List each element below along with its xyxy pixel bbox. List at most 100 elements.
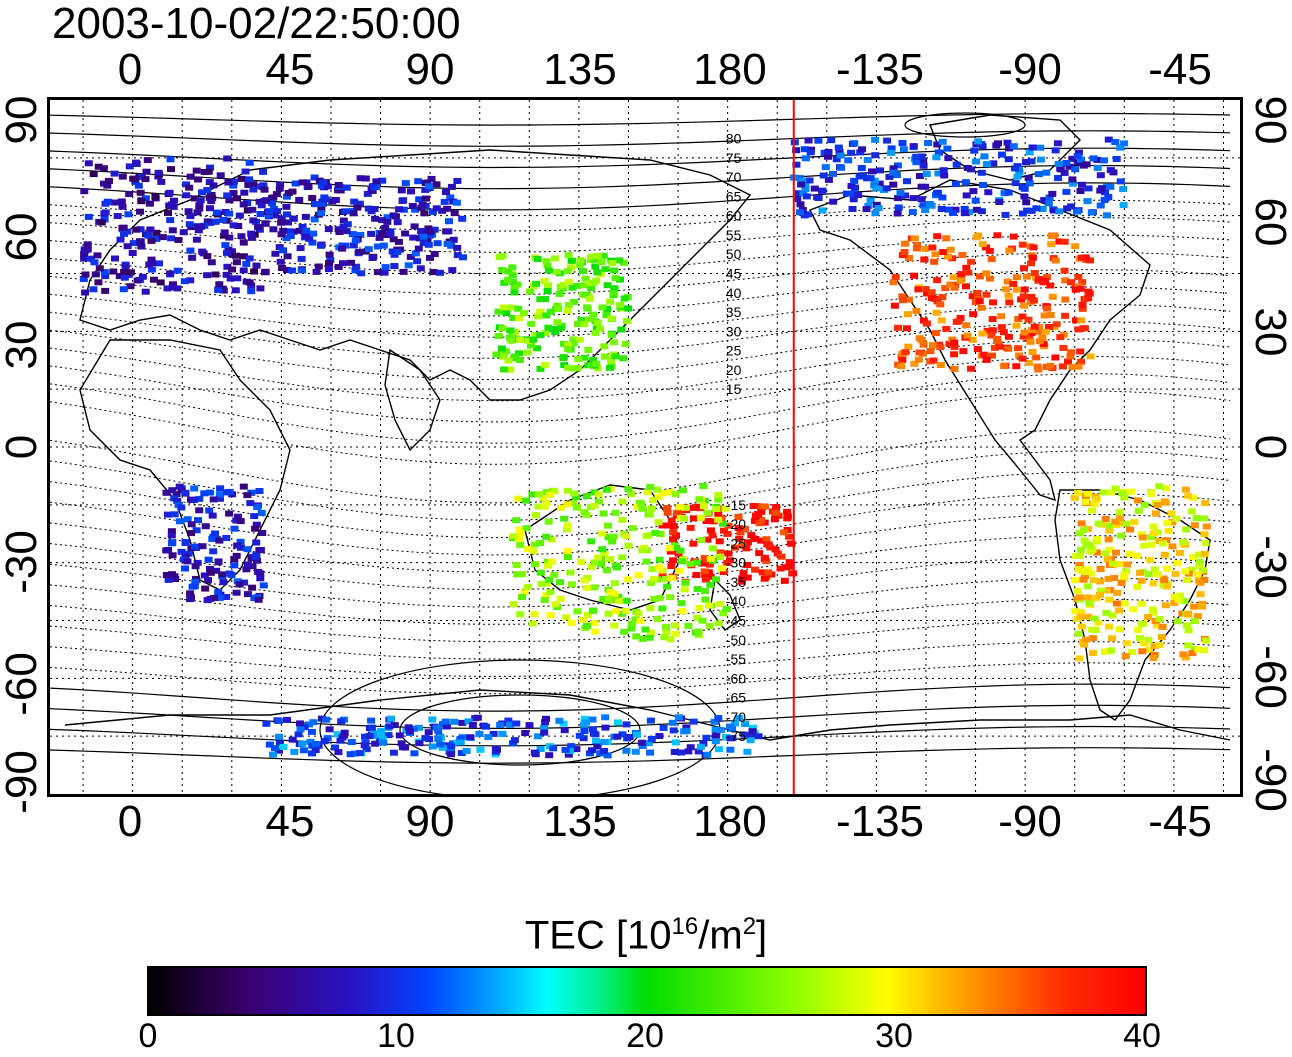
tec-sample <box>1116 178 1125 185</box>
tec-sample <box>983 327 992 334</box>
tec-sample <box>510 737 519 744</box>
lat-tick-right: -90 <box>1246 748 1292 812</box>
tec-sample <box>1058 363 1067 370</box>
tec-sample <box>613 733 622 740</box>
tec-sample <box>972 206 981 213</box>
tec-sample <box>201 523 210 530</box>
tec-sample <box>995 343 1004 350</box>
tec-sample <box>452 199 461 206</box>
tec-sample <box>540 503 549 510</box>
tec-sample <box>446 194 455 201</box>
tec-sample <box>137 243 146 250</box>
lat-tick-left: -30 <box>0 530 46 594</box>
tec-sample <box>364 205 373 212</box>
tec-sample <box>207 192 216 198</box>
tec-sample <box>1167 510 1176 517</box>
tec-sample <box>459 254 467 261</box>
tec-sample <box>493 746 501 753</box>
tec-sample <box>854 192 863 199</box>
lon-tick-top: -90 <box>998 45 1062 94</box>
tec-sample <box>899 297 907 304</box>
tec-sample <box>967 365 976 372</box>
tec-sample <box>542 258 551 265</box>
tec-sample <box>724 522 733 529</box>
tec-sample <box>1137 600 1146 607</box>
lat-tick-left: 0 <box>0 434 46 460</box>
tec-sample <box>997 313 1006 320</box>
tec-sample <box>201 585 210 592</box>
tec-sample <box>634 572 643 579</box>
tec-sample <box>111 255 119 262</box>
tec-sample <box>588 716 597 723</box>
tec-sample <box>928 244 937 251</box>
tec-sample <box>994 140 1002 147</box>
tec-sample <box>819 172 828 179</box>
tec-sample <box>1004 292 1013 299</box>
tec-sample <box>377 731 386 738</box>
tec-sample <box>242 260 251 267</box>
geomagnetic-contour <box>49 683 1231 712</box>
tec-sample <box>1120 600 1129 607</box>
tec-sample <box>1077 567 1086 574</box>
tec-sample <box>427 175 436 182</box>
tec-sample <box>505 334 514 341</box>
tec-sample <box>1077 520 1086 527</box>
tec-sample <box>1075 553 1084 559</box>
tec-sample <box>714 511 723 518</box>
tec-sample <box>797 181 806 188</box>
tec-sample <box>780 577 789 584</box>
tec-sample <box>1162 537 1171 544</box>
tec-sample <box>442 189 450 195</box>
tec-sample <box>688 504 697 511</box>
tec-sample <box>209 496 218 503</box>
tec-sample <box>610 622 619 629</box>
tec-sample <box>590 256 599 263</box>
tec-sample <box>541 330 550 337</box>
tec-sample <box>542 715 550 722</box>
tec-sample <box>512 517 521 524</box>
tec-sample <box>164 511 172 518</box>
tec-sample <box>743 562 752 568</box>
tec-sample <box>710 718 719 725</box>
tec-sample <box>592 738 600 744</box>
tec-sample <box>553 319 562 326</box>
tec-sample <box>233 195 241 202</box>
tec-sample <box>167 235 176 242</box>
tec-sample <box>353 204 362 211</box>
tec-sample <box>844 157 853 164</box>
tec-sample <box>740 731 749 738</box>
tec-sample <box>611 608 620 615</box>
tec-sample <box>1187 566 1196 573</box>
tec-sample <box>1035 276 1044 283</box>
tec-sample <box>190 195 199 202</box>
tec-sample <box>283 211 291 218</box>
tec-sample <box>254 224 263 231</box>
tec-sample <box>606 588 615 595</box>
tec-sample <box>936 344 945 351</box>
tec-sample <box>193 559 202 566</box>
tec-sample <box>720 527 728 534</box>
tec-sample <box>137 198 146 205</box>
tec-sample <box>577 559 586 565</box>
tec-sample <box>189 497 198 503</box>
tec-sample <box>875 180 884 187</box>
tec-sample <box>270 212 279 219</box>
tec-sample <box>1146 556 1154 563</box>
tec-sample <box>644 532 653 539</box>
tec-sample <box>1087 209 1096 216</box>
tec-sample <box>1134 507 1143 514</box>
tec-sample <box>901 240 910 247</box>
tec-sample <box>236 538 245 545</box>
tec-sample <box>695 496 704 503</box>
tec-sample <box>563 268 572 275</box>
tec-sample <box>927 289 936 296</box>
tec-sample <box>783 513 792 520</box>
tec-sample <box>636 617 645 624</box>
tec-sample <box>1022 273 1031 280</box>
tec-sample <box>251 554 260 561</box>
tec-sample <box>919 341 928 348</box>
tec-sample <box>564 252 573 259</box>
tec-sample <box>284 190 293 196</box>
tec-sample <box>692 559 701 566</box>
tec-sample <box>168 227 177 234</box>
